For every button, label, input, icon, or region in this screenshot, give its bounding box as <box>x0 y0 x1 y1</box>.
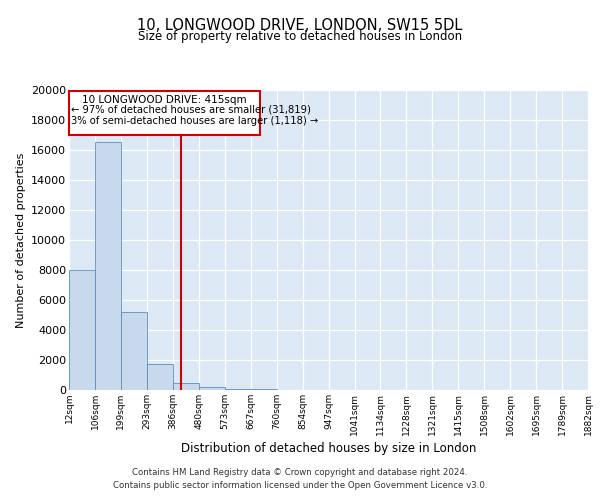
X-axis label: Distribution of detached houses by size in London: Distribution of detached houses by size … <box>181 442 476 455</box>
Bar <box>69 270 95 390</box>
Bar <box>121 312 147 390</box>
FancyBboxPatch shape <box>69 91 260 135</box>
Y-axis label: Number of detached properties: Number of detached properties <box>16 152 26 328</box>
Bar <box>173 383 199 390</box>
Bar <box>224 388 251 390</box>
Bar <box>147 364 173 390</box>
Text: Contains public sector information licensed under the Open Government Licence v3: Contains public sector information licen… <box>113 480 487 490</box>
Bar <box>199 388 224 390</box>
Bar <box>95 142 121 390</box>
Text: 3% of semi-detached houses are larger (1,118) →: 3% of semi-detached houses are larger (1… <box>71 116 319 126</box>
Bar <box>251 389 277 390</box>
Text: Size of property relative to detached houses in London: Size of property relative to detached ho… <box>138 30 462 43</box>
Text: Contains HM Land Registry data © Crown copyright and database right 2024.: Contains HM Land Registry data © Crown c… <box>132 468 468 477</box>
Text: ← 97% of detached houses are smaller (31,819): ← 97% of detached houses are smaller (31… <box>71 104 311 115</box>
Text: 10, LONGWOOD DRIVE, LONDON, SW15 5DL: 10, LONGWOOD DRIVE, LONDON, SW15 5DL <box>137 18 463 32</box>
Text: 10 LONGWOOD DRIVE: 415sqm: 10 LONGWOOD DRIVE: 415sqm <box>82 95 247 105</box>
